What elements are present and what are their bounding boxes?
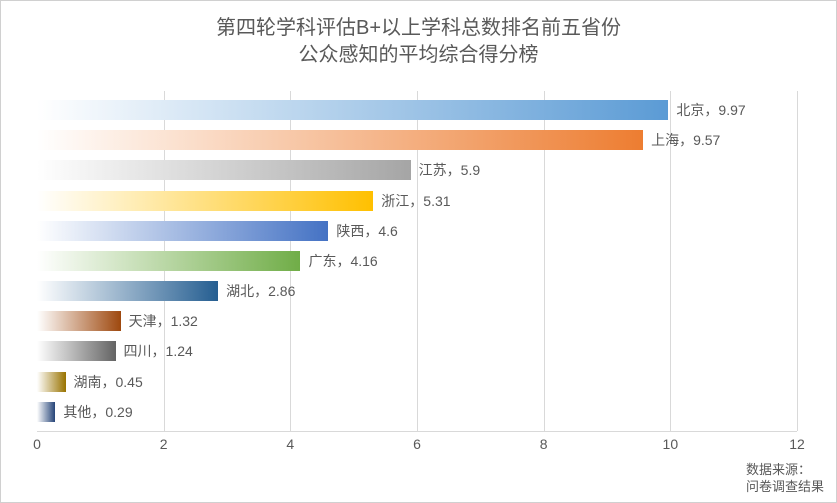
bar [37,160,411,180]
bar-row: 其他，0.29 [37,402,797,422]
bar-label: 天津，1.32 [129,311,198,331]
chart-container: 第四轮学科评估B+以上学科总数排名前五省份 公众感知的平均综合得分榜 北京，9.… [0,0,837,503]
title-line-1: 第四轮学科评估B+以上学科总数排名前五省份 [216,17,621,39]
source-line-1: 数据来源： [746,462,811,477]
bar-label: 其他，0.29 [63,402,132,422]
bar-label: 湖北，2.86 [226,281,295,301]
bar-label: 湖南，0.45 [74,372,143,392]
bar [37,281,218,301]
bar-label: 浙江，5.31 [381,191,450,211]
bar-row: 上海，9.57 [37,130,797,150]
bar-row: 广东，4.16 [37,251,797,271]
x-tick-label: 6 [413,436,421,452]
bar [37,130,643,150]
x-tick-label: 10 [663,436,679,452]
bar [37,311,121,331]
bar [37,372,66,392]
bar-row: 浙江，5.31 [37,191,797,211]
bar-row: 江苏，5.9 [37,160,797,180]
bar-label: 四川，1.24 [124,341,193,361]
x-tick-label: 2 [160,436,168,452]
x-tick-label: 8 [540,436,548,452]
title-line-2: 公众感知的平均综合得分榜 [299,44,539,66]
bar-label: 北京，9.97 [676,100,745,120]
bar-label: 上海，9.57 [651,130,720,150]
bar-row: 四川，1.24 [37,341,797,361]
source-line-2: 问卷调查结果 [746,479,824,494]
bar [37,341,116,361]
x-tick-label: 0 [33,436,41,452]
grid-line [797,91,798,431]
bars-group: 北京，9.97 上海，9.57 江苏，5.9 浙江，5.31 陕西，4.6 广东，4.16… [37,95,797,427]
data-source: 数据来源： 问卷调查结果 [746,462,824,496]
bar-label: 陕西，4.6 [336,221,397,241]
bar-row: 天津，1.32 [37,311,797,331]
chart-title: 第四轮学科评估B+以上学科总数排名前五省份 公众感知的平均综合得分榜 [1,1,836,69]
bar-row: 湖南，0.45 [37,372,797,392]
bar-label: 江苏，5.9 [419,160,480,180]
bar [37,251,300,271]
bar-row: 北京，9.97 [37,100,797,120]
bar [37,402,55,422]
bar-row: 陕西，4.6 [37,221,797,241]
bar-row: 湖北，2.86 [37,281,797,301]
bar [37,100,668,120]
bar-label: 广东，4.16 [308,251,377,271]
x-tick-label: 4 [286,436,294,452]
x-axis: 024681012 [37,431,797,455]
bar [37,191,373,211]
plot-area: 北京，9.97 上海，9.57 江苏，5.9 浙江，5.31 陕西，4.6 广东，4.16… [37,91,797,431]
bar [37,221,328,241]
x-tick-label: 12 [789,436,805,452]
